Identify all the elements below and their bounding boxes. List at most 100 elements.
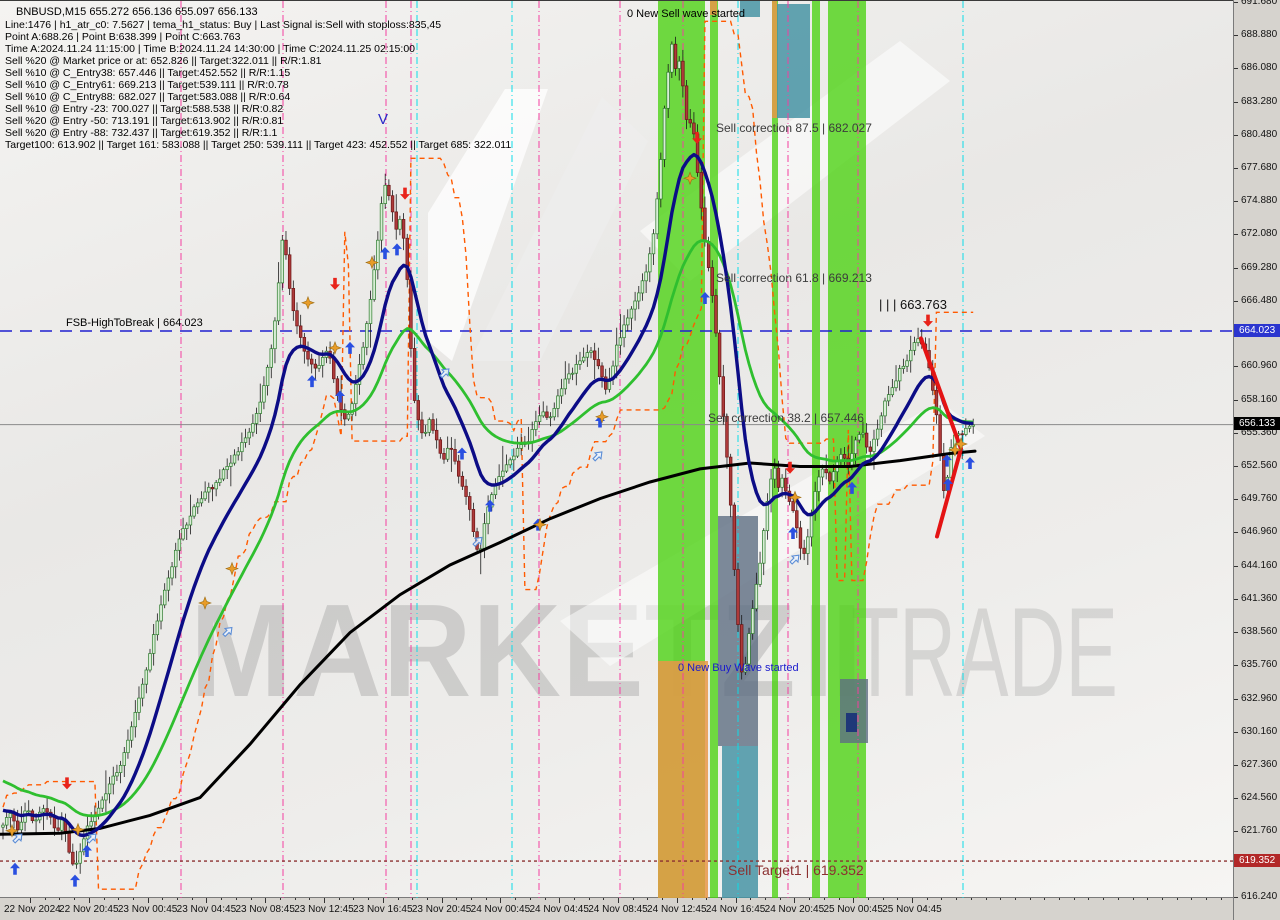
time-minor-tick	[603, 898, 605, 900]
time-minor-tick	[779, 898, 781, 900]
time-minor-tick	[662, 898, 664, 900]
x-axis-label: 22 Nov 2024	[4, 904, 61, 915]
y-axis-label: 630.160	[1241, 725, 1278, 737]
chart-plot-area[interactable]: MARKETZ II TRADE V BNBUSD,M15 655.272 65…	[0, 0, 1233, 898]
x-axis-label: 24 Nov 20:45	[764, 904, 825, 915]
buy-arrow-icon	[10, 862, 20, 875]
medium-ma-green	[2, 239, 974, 818]
time-minor-tick	[750, 898, 752, 900]
time-minor-tick	[515, 898, 517, 900]
y-axis-tick	[1234, 35, 1238, 36]
x-axis-label: 23 Nov 12:45	[294, 904, 354, 915]
time-minor-tick	[897, 898, 899, 900]
chart-title-ohlc: BNBUSD,M15 655.272 656.136 655.097 656.1…	[16, 6, 258, 18]
time-minor-tick	[1088, 898, 1090, 900]
sell-arrow-icon	[62, 777, 72, 790]
y-axis-tick	[1234, 798, 1238, 799]
trade-markers[interactable]: V	[5, 111, 975, 887]
star-icon	[365, 255, 379, 270]
buy-arrow-icon	[788, 526, 798, 539]
star-icon	[788, 490, 802, 505]
time-minor-tick	[647, 898, 649, 900]
buy-arrow-icon	[942, 454, 952, 467]
annotation-4: Sell correction 38.2 | 657.446	[708, 411, 864, 425]
time-major-tick	[383, 898, 384, 903]
signal-zone-bands	[658, 1, 868, 898]
price-tag: 656.133	[1234, 417, 1280, 431]
time-major-tick	[677, 898, 678, 903]
y-axis-label: 641.360	[1241, 592, 1278, 604]
info-line-9: Sell %20 @ Entry -88: 732.437 || Target:…	[5, 127, 278, 139]
trailing-stop-line	[2, 20, 974, 890]
buy-arrow-icon	[700, 292, 710, 305]
time-minor-tick	[720, 898, 722, 900]
x-axis-label: 23 Nov 08:45	[235, 904, 295, 915]
time-minor-tick	[838, 898, 840, 900]
buy-arrow-icon	[965, 456, 975, 469]
time-minor-tick	[132, 898, 134, 900]
time-minor-tick	[1073, 898, 1075, 900]
time-major-tick	[736, 898, 737, 903]
time-major-tick	[148, 898, 149, 903]
time-minor-tick	[235, 898, 237, 900]
sell-arrow-icon	[330, 277, 340, 290]
price-scale[interactable]: 691.680 688.880 686.080 683.280 680.480 677.6…	[1233, 0, 1280, 920]
info-line-5: Sell %10 @ C_Entry61: 669.213 || Target:…	[5, 79, 289, 91]
y-axis-tick	[1234, 566, 1238, 567]
buy-arrow-icon	[943, 478, 953, 491]
time-major-tick	[794, 898, 795, 903]
time-minor-tick	[485, 898, 487, 900]
info-line-8: Sell %20 @ Entry -50: 713.191 || Target:…	[5, 115, 284, 127]
time-minor-tick	[1000, 898, 1002, 900]
annotation-0: 0 New Sell wave started	[627, 8, 745, 20]
buy-arrow-icon	[392, 243, 402, 256]
time-minor-tick	[309, 898, 311, 900]
time-major-tick	[559, 898, 560, 903]
time-minor-tick	[1161, 898, 1163, 900]
hollow-arrow-icon	[592, 451, 603, 462]
buy-arrow-icon	[82, 844, 92, 857]
info-line-4: Sell %10 @ C_Entry38: 657.446 || Target:…	[5, 67, 291, 79]
time-minor-tick	[1206, 898, 1207, 900]
time-minor-tick	[221, 898, 223, 900]
watermark-text-right: TRADE	[851, 581, 1118, 723]
x-axis-label: 23 Nov 00:45	[117, 904, 178, 915]
info-line-10: Target100: 613.902 || Target 161: 583.08…	[5, 139, 512, 151]
star-icon	[328, 341, 342, 355]
star-icon	[954, 437, 968, 451]
y-axis-tick	[1234, 765, 1238, 766]
time-minor-tick	[529, 898, 531, 900]
time-major-tick	[324, 898, 325, 903]
time-minor-tick	[191, 898, 193, 900]
y-axis-tick	[1234, 135, 1238, 136]
time-minor-tick	[162, 898, 164, 900]
time-minor-tick	[632, 898, 634, 900]
buy-arrow-icon	[847, 481, 857, 494]
price-chart-canvas[interactable]: V	[0, 1, 1233, 898]
hollow-arrow-icon	[439, 368, 450, 379]
time-minor-tick	[706, 898, 708, 900]
time-major-tick	[618, 898, 619, 903]
y-axis-label: 672.080	[1241, 228, 1278, 240]
annotation-5: 0 New Buy Wave started	[678, 662, 799, 674]
sell-arrow-icon	[785, 461, 795, 474]
y-axis-tick	[1234, 632, 1238, 633]
time-minor-tick	[1014, 898, 1016, 900]
time-minor-tick	[397, 898, 399, 900]
time-minor-tick	[471, 898, 472, 900]
y-axis-tick	[1234, 400, 1238, 401]
time-minor-tick	[956, 898, 958, 900]
time-minor-tick	[368, 898, 370, 900]
y-axis-label: 688.880	[1241, 29, 1278, 41]
time-major-tick	[30, 898, 31, 903]
y-axis-label: 644.160	[1241, 559, 1278, 571]
time-scale[interactable]: 22 Nov 2024 22 Nov 20:45 23 Nov 00:45 23 No…	[0, 897, 1233, 920]
y-axis-tick	[1234, 532, 1238, 533]
time-minor-tick	[177, 898, 178, 900]
star-icon	[595, 409, 609, 424]
time-minor-tick	[573, 898, 575, 900]
info-line-2: Time A:2024.11.24 11:15:00 | Time B:2024…	[5, 43, 415, 55]
time-minor-tick	[882, 898, 884, 900]
y-axis-label: 652.560	[1241, 460, 1278, 471]
